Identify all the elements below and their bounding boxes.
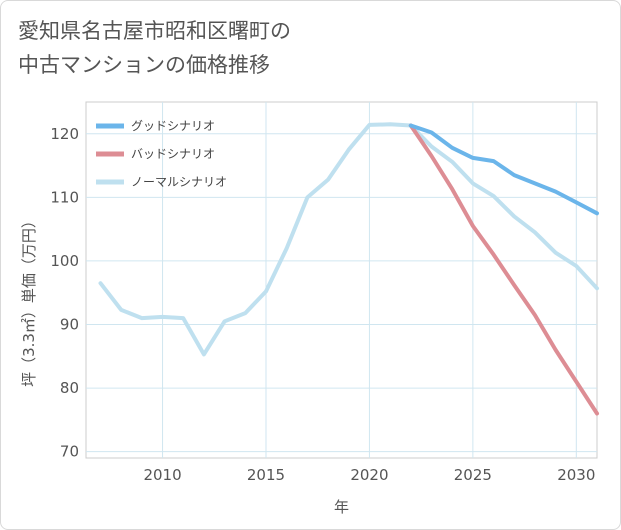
y-tick-label: 120 xyxy=(50,125,79,143)
chart-title-line-1: 愛知県名古屋市昭和区曙町の xyxy=(18,19,291,43)
x-tick-label: 2030 xyxy=(557,466,595,484)
x-tick-label: 2015 xyxy=(247,466,285,484)
y-axis-label: 坪（3.3㎡）単価（万円） xyxy=(20,213,38,387)
chart-title: 愛知県名古屋市昭和区曙町の 中古マンションの価格推移 xyxy=(18,14,438,82)
y-tick-label: 110 xyxy=(50,188,79,206)
series-line-2 xyxy=(98,122,599,357)
y-tick-label: 70 xyxy=(60,443,79,461)
x-tick-label: 2025 xyxy=(454,466,492,484)
legend-label: バッドシナリオ xyxy=(131,147,215,161)
y-tick-label: 100 xyxy=(50,252,79,270)
series-line-1 xyxy=(408,123,599,416)
x-tick-label: 2020 xyxy=(350,466,388,484)
legend-label: グッドシナリオ xyxy=(131,119,215,133)
y-tick-label: 80 xyxy=(60,379,79,397)
x-tick-label: 2010 xyxy=(143,466,181,484)
x-axis-label: 年 xyxy=(334,498,349,516)
chart-title-line-2: 中古マンションの価格推移 xyxy=(18,53,270,77)
series-line-0 xyxy=(408,123,599,216)
y-tick-label: 90 xyxy=(60,316,79,334)
plot-area xyxy=(85,101,598,459)
legend-label: ノーマルシナリオ xyxy=(131,175,227,189)
